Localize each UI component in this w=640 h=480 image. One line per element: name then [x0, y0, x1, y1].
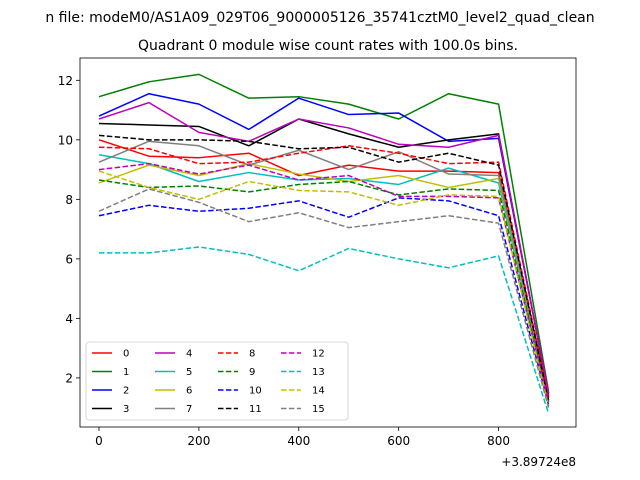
- series-line-1: [98, 73, 550, 392]
- legend-label-0: 0: [123, 349, 129, 360]
- y-tick-label: 2: [65, 371, 73, 385]
- series-line-9: [98, 179, 550, 402]
- y-tick-label: 4: [65, 312, 73, 326]
- x-axis: 0 200 400 600 800: [95, 427, 510, 448]
- axes-frame: [79, 57, 577, 428]
- series-line-10: [98, 197, 550, 405]
- x-tick-label: 800: [487, 434, 510, 448]
- x-tick-label: 400: [287, 434, 310, 448]
- suptitle: n file: modeM0/AS1A09_029T06_9000005126_…: [45, 10, 594, 26]
- series-line-7: [98, 140, 550, 398]
- legend-label-3: 3: [123, 404, 129, 415]
- x-offset-label: +3.89724e8: [501, 455, 576, 469]
- y-tick-label: 12: [58, 74, 73, 88]
- y-axis: 2 4 6 8 10 12: [58, 74, 80, 385]
- x-tick-label: 600: [387, 434, 410, 448]
- series-layer: [98, 73, 550, 414]
- series-line-3: [98, 118, 550, 395]
- legend-label-10: 10: [249, 386, 262, 397]
- legend-label-12: 12: [312, 349, 325, 360]
- y-tick-label: 10: [58, 133, 73, 147]
- legend-frame: [85, 341, 349, 421]
- legend-label-4: 4: [186, 349, 192, 360]
- series-line-13: [98, 246, 550, 414]
- series-line-14: [98, 170, 550, 407]
- chart-title: Quadrant 0 module wise count rates with …: [138, 38, 518, 54]
- legend-label-8: 8: [249, 349, 255, 360]
- series-line-4: [98, 101, 550, 393]
- legend-label-1: 1: [123, 367, 129, 378]
- x-tick-label: 0: [95, 434, 103, 448]
- legend-label-2: 2: [123, 386, 129, 397]
- legend-label-15: 15: [312, 404, 325, 415]
- y-tick-label: 6: [65, 252, 73, 266]
- legend-label-14: 14: [312, 386, 325, 397]
- x-tick-label: 200: [187, 434, 210, 448]
- legend-label-9: 9: [249, 367, 255, 378]
- legend-label-6: 6: [186, 386, 192, 397]
- series-line-8: [98, 145, 550, 398]
- y-tick-label: 8: [65, 193, 73, 207]
- legend-label-11: 11: [249, 404, 262, 415]
- legend-label-7: 7: [186, 404, 192, 415]
- series-line-12: [98, 162, 550, 402]
- series-line-2: [98, 92, 550, 393]
- legend-label-13: 13: [312, 367, 325, 378]
- legend-label-5: 5: [186, 367, 192, 378]
- series-line-15: [98, 188, 550, 408]
- series-line-11: [98, 134, 550, 401]
